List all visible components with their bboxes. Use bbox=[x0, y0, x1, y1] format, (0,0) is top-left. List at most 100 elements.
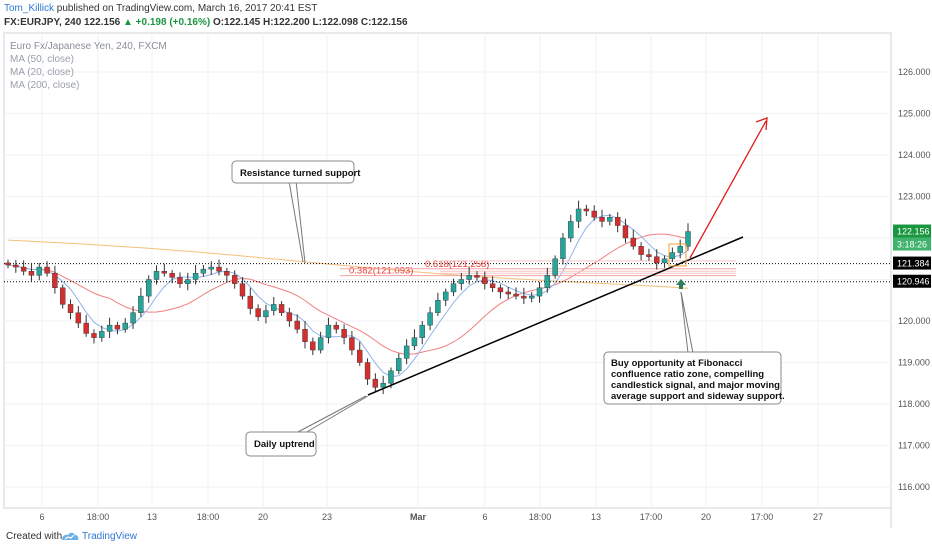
candle-body bbox=[560, 237, 566, 259]
candle-body bbox=[271, 304, 277, 311]
candle-body bbox=[630, 237, 636, 247]
candle-timer-tag: 3:18:26 bbox=[897, 240, 927, 250]
legend-instrument: Euro Fx/Japanese Yen, 240, FXCM bbox=[10, 41, 167, 52]
fib-label: 0.382(121.093) bbox=[349, 266, 413, 277]
footer-bar: Created with TradingView bbox=[0, 528, 932, 550]
candle-body bbox=[341, 329, 347, 338]
candle-body bbox=[114, 324, 121, 330]
arrowhead-icon bbox=[755, 117, 768, 131]
candle-body bbox=[599, 217, 605, 222]
ohlc-low: L:122.098 bbox=[312, 17, 359, 28]
callout-pointer-resistance-2 bbox=[288, 180, 304, 263]
tradingview-logo-icon bbox=[62, 532, 79, 540]
candle-body bbox=[677, 246, 683, 253]
candle-body bbox=[20, 266, 27, 272]
time-tick-label: 18:00 bbox=[529, 512, 552, 522]
projection-arrow[interactable] bbox=[689, 120, 767, 259]
candle-body bbox=[458, 279, 465, 284]
price-tick-label: 117.000 bbox=[898, 441, 930, 451]
callout-uptrend-box[interactable] bbox=[245, 431, 317, 457]
uptrend-line[interactable] bbox=[367, 236, 744, 396]
ma50-line bbox=[7, 233, 689, 355]
last-price-tag: 122.156 bbox=[897, 227, 930, 237]
up-arrow-icon: ▲ bbox=[122, 17, 133, 28]
price-tick-label: 124.000 bbox=[898, 150, 931, 160]
price-tick-label: 118.000 bbox=[898, 399, 930, 409]
candle-body bbox=[13, 264, 19, 268]
time-axis[interactable]: 6 18:00 13 18:00 20 23 Mar 6 18:00 13 17:00 20 17:00… bbox=[39, 512, 823, 522]
level-b-tag-bg bbox=[893, 274, 931, 288]
candle-body bbox=[443, 291, 449, 301]
candle-body bbox=[513, 293, 519, 297]
candle-body bbox=[216, 266, 222, 272]
candle-body bbox=[239, 283, 246, 297]
tradingview-brand-link[interactable]: TradingView bbox=[82, 531, 138, 542]
candle-body bbox=[263, 310, 269, 318]
candle-body bbox=[294, 320, 300, 330]
price-chart[interactable]: 126.000125.000124.000123.000122.000121.0… bbox=[0, 0, 932, 528]
legend-ma20[interactable]: MA (20, close) bbox=[10, 67, 74, 78]
last-price-tag-bg bbox=[893, 224, 931, 238]
author-link[interactable]: Tom_Killick bbox=[4, 3, 55, 14]
candle-body bbox=[661, 258, 668, 264]
symbol-line: FX:EURJPY, 240 122.156 ▲ +0.198 (+0.16%)… bbox=[4, 17, 408, 28]
candle-body bbox=[75, 312, 82, 324]
ohlc-close: C:122.156 bbox=[360, 17, 408, 28]
candle-body bbox=[5, 262, 11, 266]
symbol-label[interactable]: FX:EURJPY, 240 bbox=[4, 17, 82, 28]
callout-pointer-buy bbox=[680, 291, 694, 354]
candle-body bbox=[200, 268, 207, 274]
candle-body bbox=[192, 273, 199, 280]
time-tick-label: 18:00 bbox=[87, 512, 110, 522]
candle-body bbox=[138, 295, 144, 313]
candle-body bbox=[482, 277, 488, 284]
candle-body bbox=[474, 275, 480, 278]
callout-resistance-box[interactable] bbox=[231, 160, 355, 184]
candle-body bbox=[552, 258, 558, 276]
candle-body bbox=[310, 341, 316, 351]
legend-ma50[interactable]: MA (50, close) bbox=[10, 54, 74, 65]
candle-body bbox=[224, 271, 230, 276]
level-a-tag: 121.384 bbox=[897, 259, 930, 269]
candle-body bbox=[536, 287, 543, 297]
last-price: 122.156 bbox=[84, 17, 121, 28]
candle-body bbox=[622, 225, 629, 239]
candle-body bbox=[169, 273, 175, 278]
time-tick-label: 18:00 bbox=[197, 512, 220, 522]
candle-body bbox=[364, 362, 371, 380]
ohlc-high: H:122.200 bbox=[263, 17, 310, 28]
candle-body bbox=[411, 337, 418, 347]
candle-body bbox=[349, 337, 355, 351]
ohlc-open: O:122.145 bbox=[212, 17, 261, 28]
candle-body bbox=[685, 231, 691, 247]
legend-ma200[interactable]: MA (200, close) bbox=[10, 80, 79, 91]
candle-body bbox=[450, 283, 457, 293]
candle-body bbox=[357, 349, 363, 363]
candle-body bbox=[44, 266, 50, 274]
callout-buy-line: candlestick signal, and major moving bbox=[611, 380, 780, 391]
candle-body bbox=[521, 295, 527, 299]
price-tick-label: 116.000 bbox=[898, 482, 930, 492]
callout-buy-box[interactable] bbox=[603, 351, 782, 405]
candle-body bbox=[427, 312, 433, 326]
callout-buy-line: confluence ratio zone, compelling bbox=[611, 369, 764, 380]
time-tick-label: 13 bbox=[591, 512, 601, 522]
time-tick-label: 17:00 bbox=[751, 512, 774, 522]
candle-body bbox=[231, 275, 238, 284]
ma20-line bbox=[7, 214, 689, 378]
candle-body bbox=[575, 208, 582, 222]
candle-body bbox=[208, 266, 214, 270]
fib-label: 0.618(121.258) bbox=[425, 259, 489, 270]
price-tick-label: 123.000 bbox=[898, 192, 931, 202]
candle-body bbox=[83, 322, 89, 334]
price-tick-label: 119.000 bbox=[898, 358, 930, 368]
time-tick-label: 27 bbox=[813, 512, 823, 522]
candle-body bbox=[333, 324, 339, 330]
candle-body bbox=[372, 378, 379, 388]
candle-body bbox=[583, 208, 590, 212]
candle-body bbox=[28, 271, 35, 276]
candle-body bbox=[130, 312, 136, 324]
candle-body bbox=[466, 275, 472, 280]
callout-resistance-text: Resistance turned support bbox=[240, 168, 361, 179]
time-tick-label: 20 bbox=[701, 512, 711, 522]
